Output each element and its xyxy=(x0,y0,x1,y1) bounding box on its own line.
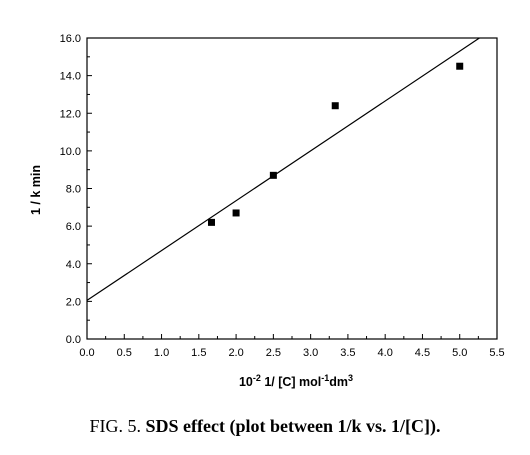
chart: 0.0 2.0 4.0 6.0 8.0 10.0 12.0 14.0 16.0 0.0 0.5 1.… xyxy=(29,33,505,389)
x-axis-label-mid-sup: -1 xyxy=(321,373,329,383)
x-axis-label: 10-2 1/ [C] mol-1dm3 xyxy=(239,373,353,389)
x-axis-ticks: 0.0 0.5 1.0 1.5 2.0 2.5 3.0 3.5 4.0 4.5 5.0 5.5 xyxy=(79,334,505,359)
y-tick-label: 14.0 xyxy=(60,71,81,83)
y-tick-label: 0.0 xyxy=(66,334,81,346)
x-tick-label: 3.5 xyxy=(340,347,355,359)
y-tick-label: 16.0 xyxy=(60,33,81,45)
y-axis-ticks: 0.0 2.0 4.0 6.0 8.0 10.0 12.0 14.0 16.0 xyxy=(60,33,92,346)
x-axis-label-post-sup: 3 xyxy=(348,373,353,383)
x-axis-label-mid: 1/ [C] mol xyxy=(261,375,321,389)
x-axis-label-pre-sup: -2 xyxy=(253,373,261,383)
data-point xyxy=(232,209,240,217)
y-tick-label: 4.0 xyxy=(66,259,81,271)
y-tick-label: 6.0 xyxy=(66,221,81,233)
y-tick-label: 10.0 xyxy=(60,146,81,158)
x-tick-label: 0.0 xyxy=(79,347,94,359)
data-point xyxy=(269,171,277,179)
data-point xyxy=(331,102,339,110)
data-points xyxy=(207,62,464,226)
figure-caption-prefix: FIG. 5. xyxy=(89,416,142,436)
x-tick-label: 5.5 xyxy=(489,347,504,359)
x-tick-label: 2.0 xyxy=(228,347,243,359)
x-tick-label: 4.5 xyxy=(415,347,430,359)
data-point xyxy=(207,218,215,226)
y-tick-label: 2.0 xyxy=(66,296,81,308)
plot-border xyxy=(86,37,498,340)
y-tick-label: 12.0 xyxy=(60,108,81,120)
x-tick-label: 0.5 xyxy=(117,347,132,359)
fit-line xyxy=(86,37,480,301)
y-tick-label: 8.0 xyxy=(66,184,81,196)
x-tick-label: 3.0 xyxy=(303,347,318,359)
x-tick-label: 4.0 xyxy=(378,347,393,359)
x-tick-label: 5.0 xyxy=(452,347,467,359)
plot-frame xyxy=(86,37,498,340)
figure-caption: FIG. 5. SDS effect (plot between 1/k vs.… xyxy=(0,416,530,437)
figure-caption-title: SDS effect (plot between 1/k vs. 1/[C]). xyxy=(145,416,441,436)
x-axis-label-pre: 10 xyxy=(239,375,253,389)
x-tick-label: 2.5 xyxy=(266,347,281,359)
fit-line-group xyxy=(86,37,480,301)
y-axis-label: 1 / k min xyxy=(29,165,43,215)
x-tick-label: 1.0 xyxy=(154,347,169,359)
data-point xyxy=(456,62,464,70)
x-tick-label: 1.5 xyxy=(191,347,206,359)
x-axis-label-post: dm xyxy=(329,375,348,389)
